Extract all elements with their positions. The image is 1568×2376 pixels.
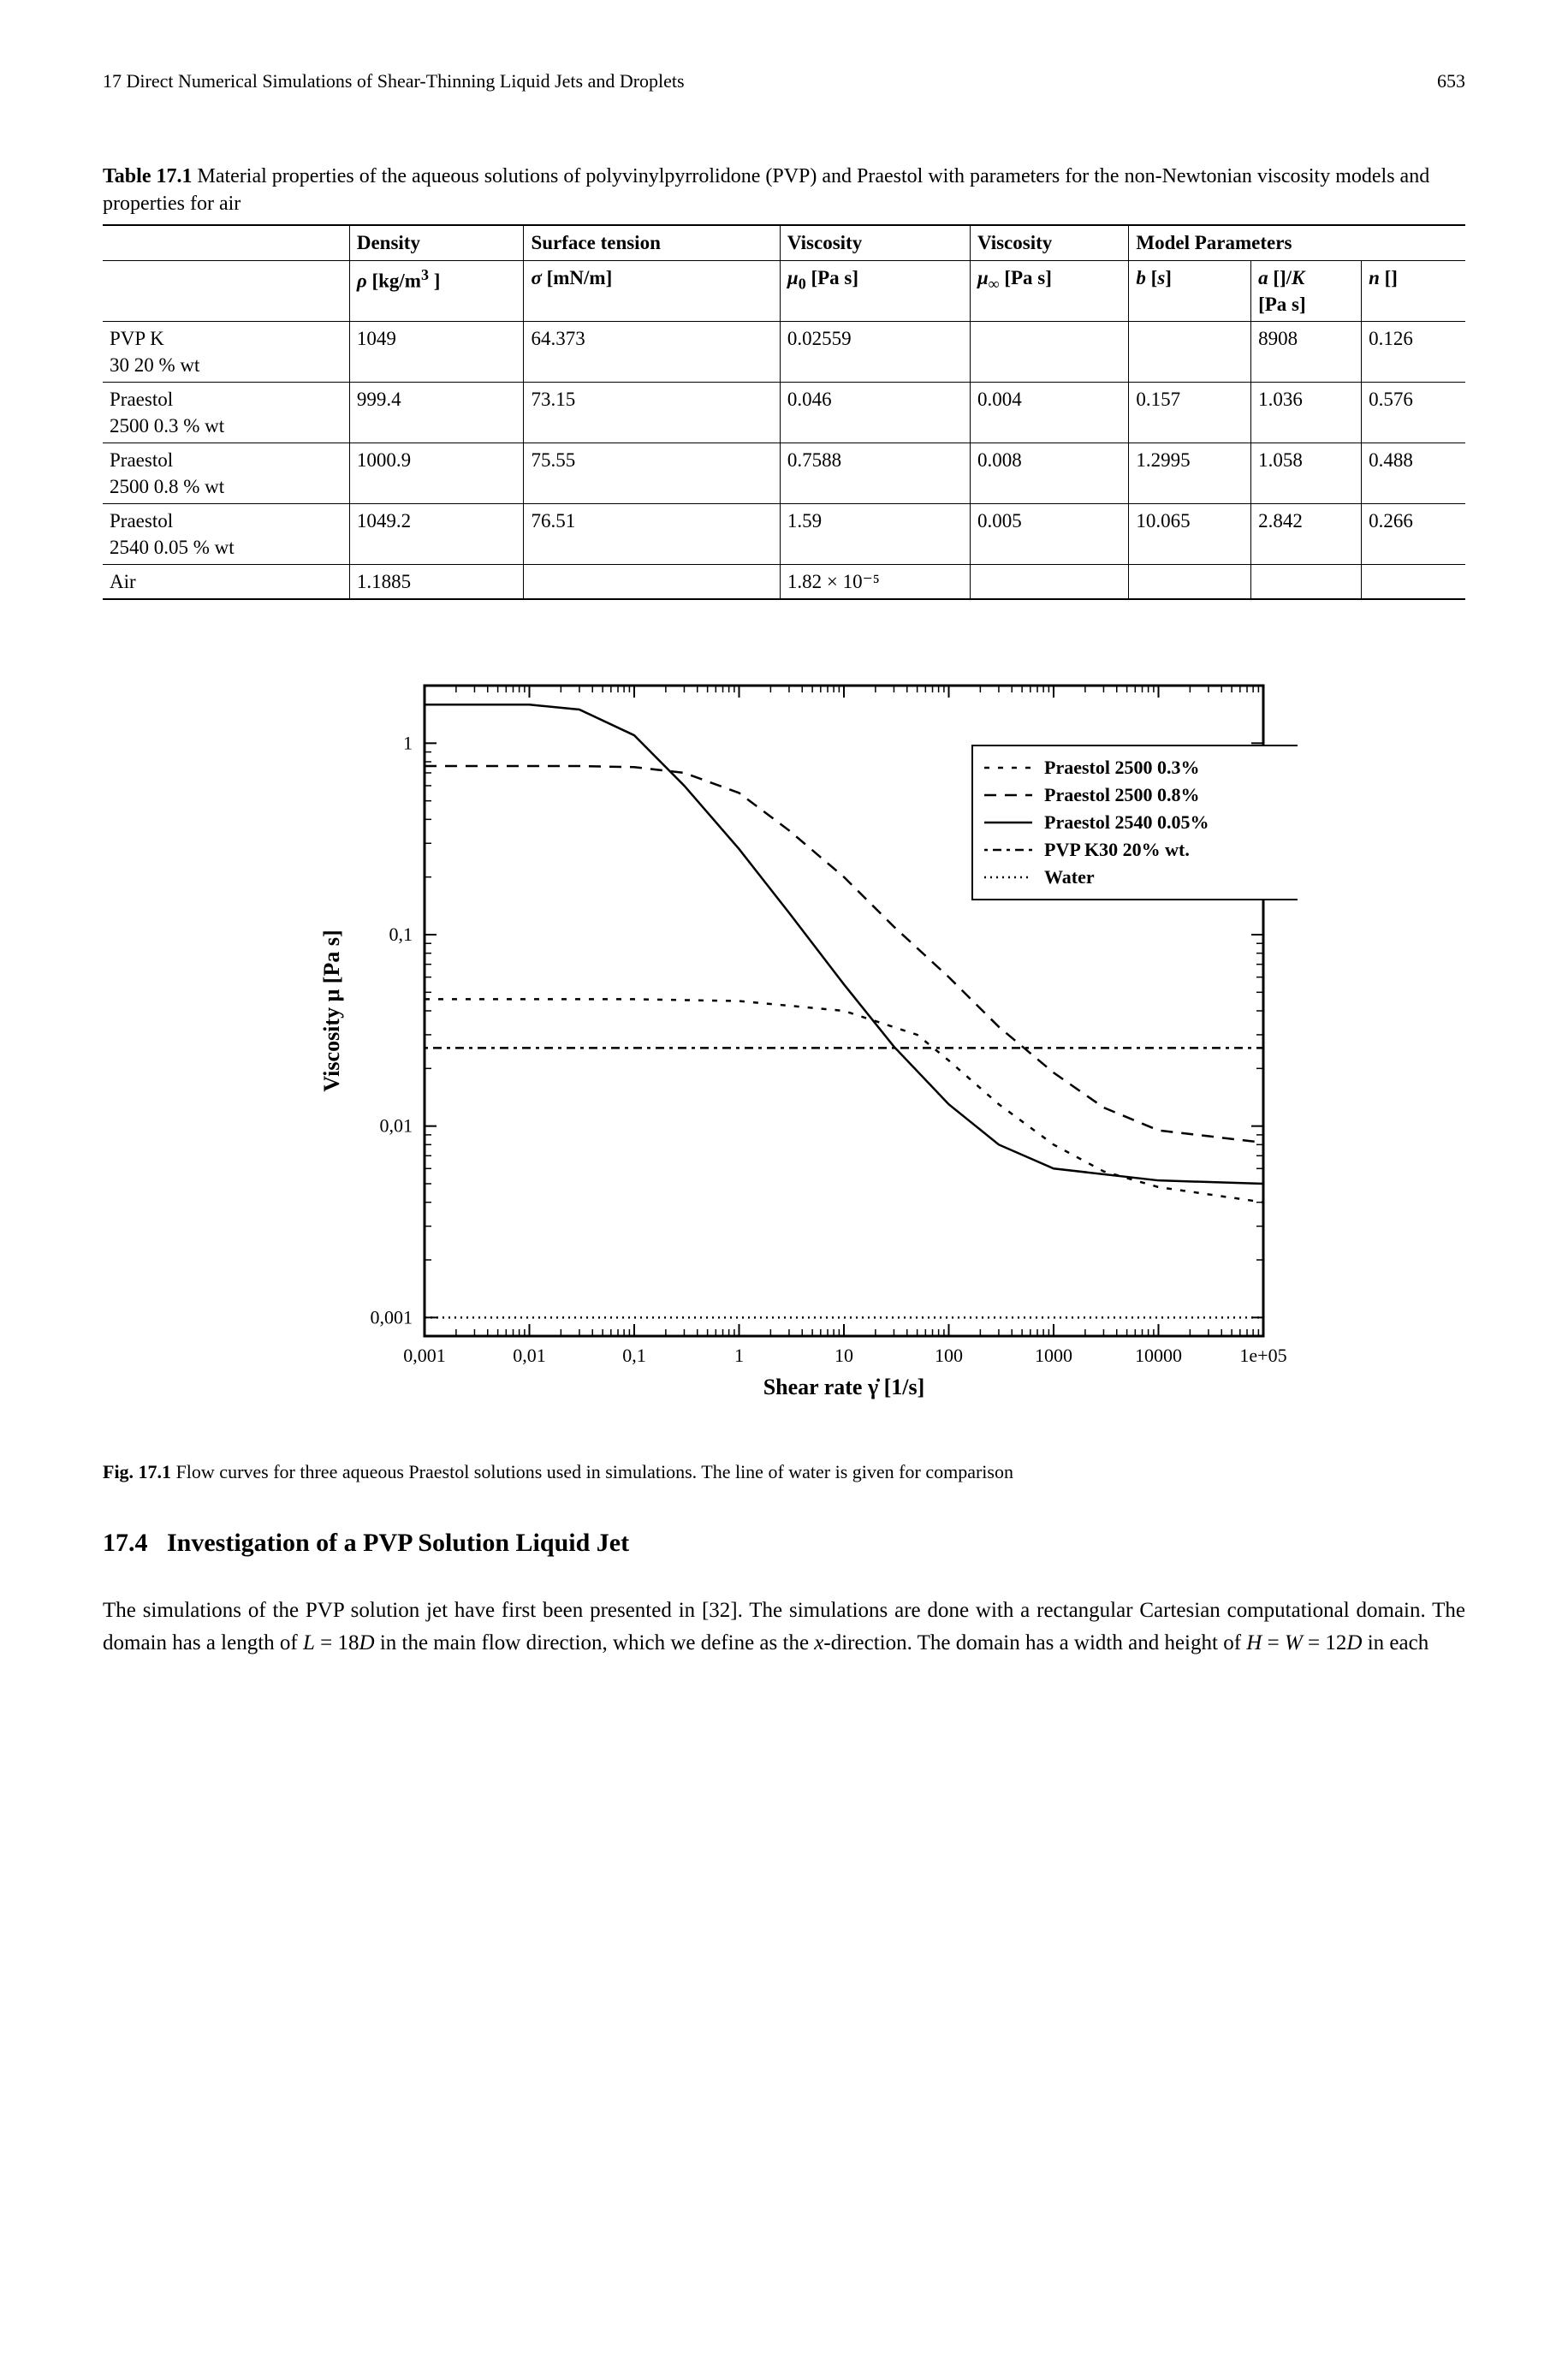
figure-caption-text: Flow curves for three aqueous Praestol s… [171, 1461, 1013, 1482]
table-cell: 0.004 [970, 382, 1128, 443]
table-cell: 1049.2 [349, 503, 524, 564]
table-cell: 0.008 [970, 443, 1128, 503]
table-cell: 0.157 [1129, 382, 1251, 443]
table-header-cell: Viscosity [970, 225, 1128, 260]
flow-curves-figure: 0,001 0,01 0,1 1 10 100 1000 10000 1e+05 0,001 0,0… [103, 651, 1465, 1439]
table-row: PVP K30 20 % wt104964.3730.02559 89080.12… [103, 321, 1465, 382]
table-header-cell: b [s] [1129, 260, 1251, 321]
svg-text:0,001: 0,001 [371, 1306, 413, 1328]
svg-text:Viscosity μ [Pa s]: Viscosity μ [Pa s] [319, 930, 344, 1091]
running-head: 17 Direct Numerical Simulations of Shear… [103, 68, 1465, 94]
table-header-cell: Model Parameters [1129, 225, 1465, 260]
table-row: Praestol2500 0.8 % wt1000.975.550.75880.… [103, 443, 1465, 503]
svg-text:0,01: 0,01 [380, 1115, 413, 1137]
table-header-cell: Density [349, 225, 524, 260]
svg-text:100: 100 [935, 1345, 963, 1366]
running-head-right: 653 [1437, 68, 1465, 94]
table-header-cell: n [] [1362, 260, 1465, 321]
table-cell: 1.036 [1251, 382, 1362, 443]
table-cell: 75.55 [524, 443, 780, 503]
table-caption-label: Table 17.1 [103, 165, 192, 187]
table-cell: 0.02559 [780, 321, 970, 382]
svg-text:PVP K30 20% wt.: PVP K30 20% wt. [1044, 839, 1190, 860]
figure-caption-label: Fig. 17.1 [103, 1461, 171, 1482]
table-cell: 64.373 [524, 321, 780, 382]
table-header-cell: a []/K[Pa s] [1251, 260, 1362, 321]
svg-text:0,01: 0,01 [513, 1345, 546, 1366]
svg-text:Praestol 2500 0.3%: Praestol 2500 0.3% [1044, 757, 1199, 778]
table-row: Air1.1885 1.82 × 10⁻⁵ [103, 564, 1465, 599]
table-cell [1129, 321, 1251, 382]
figure-caption: Fig. 17.1 Flow curves for three aqueous … [103, 1459, 1465, 1485]
table-cell [970, 321, 1128, 382]
svg-text:10: 10 [834, 1345, 853, 1366]
table-cell: 10.065 [1129, 503, 1251, 564]
table-cell: 1.2995 [1129, 443, 1251, 503]
svg-text:Water: Water [1044, 866, 1095, 888]
section-title: Investigation of a PVP Solution Liquid J… [167, 1529, 629, 1557]
svg-text:1000: 1000 [1035, 1345, 1072, 1366]
svg-text:1: 1 [403, 732, 413, 753]
table-cell [1129, 564, 1251, 599]
running-head-left: 17 Direct Numerical Simulations of Shear… [103, 68, 685, 94]
svg-text:1: 1 [734, 1345, 744, 1366]
material-properties-table: Density Surface tension Viscosity Viscos… [103, 224, 1465, 600]
table-cell: 1000.9 [349, 443, 524, 503]
table-cell: 1049 [349, 321, 524, 382]
svg-text:0,1: 0,1 [622, 1345, 646, 1366]
table-cell: 0.266 [1362, 503, 1465, 564]
table-cell: Air [103, 564, 349, 599]
table-caption-text: Material properties of the aqueous solut… [103, 165, 1429, 215]
svg-text:Shear rate γ̇ [1/s]: Shear rate γ̇ [1/s] [763, 1375, 925, 1399]
table-cell: 1.1885 [349, 564, 524, 599]
table-cell: 1.058 [1251, 443, 1362, 503]
table-cell: 0.488 [1362, 443, 1465, 503]
section-heading: 17.4 Investigation of a PVP Solution Liq… [103, 1526, 1465, 1561]
table-row: Praestol2540 0.05 % wt1049.276.511.590.0… [103, 503, 1465, 564]
table-cell: 2.842 [1251, 503, 1362, 564]
table-header-cell: μ0 [Pa s] [780, 260, 970, 321]
table-cell: 0.126 [1362, 321, 1465, 382]
table-header-cell: μ∞ [Pa s] [970, 260, 1128, 321]
table-header-row-1: Density Surface tension Viscosity Viscos… [103, 225, 1465, 260]
body-paragraph: The simulations of the PVP solution jet … [103, 1595, 1465, 1659]
table-cell: PVP K30 20 % wt [103, 321, 349, 382]
table-cell: 0.046 [780, 382, 970, 443]
table-cell [524, 564, 780, 599]
table-cell: 8908 [1251, 321, 1362, 382]
table-cell: 1.82 × 10⁻⁵ [780, 564, 970, 599]
table-header-cell: Surface tension [524, 225, 780, 260]
table-cell: 1.59 [780, 503, 970, 564]
table-header-row-2: ρ [kg/m3 ] σ [mN/m] μ0 [Pa s] μ∞ [Pa s] … [103, 260, 1465, 321]
table-cell: Praestol2500 0.3 % wt [103, 382, 349, 443]
svg-text:Praestol 2500 0.8%: Praestol 2500 0.8% [1044, 784, 1199, 805]
table-cell: 76.51 [524, 503, 780, 564]
svg-text:1e+05: 1e+05 [1239, 1345, 1286, 1366]
table-cell: 73.15 [524, 382, 780, 443]
svg-text:10000: 10000 [1135, 1345, 1182, 1366]
table-cell [1362, 564, 1465, 599]
table-header-cell: ρ [kg/m3 ] [349, 260, 524, 321]
flow-curves-chart: 0,001 0,01 0,1 1 10 100 1000 10000 1e+05 0,001 0,0… [270, 651, 1298, 1439]
table-cell: Praestol2500 0.8 % wt [103, 443, 349, 503]
section-number: 17.4 [103, 1529, 148, 1557]
svg-text:0,1: 0,1 [389, 924, 413, 945]
table-header-cell [103, 260, 349, 321]
table-cell: 0.005 [970, 503, 1128, 564]
svg-text:Praestol 2540 0.05%: Praestol 2540 0.05% [1044, 811, 1209, 833]
table-caption: Table 17.1 Material properties of the aq… [103, 163, 1465, 218]
table-cell: 999.4 [349, 382, 524, 443]
table-row: Praestol2500 0.3 % wt999.473.150.0460.00… [103, 382, 1465, 443]
table-cell [970, 564, 1128, 599]
svg-text:0,001: 0,001 [403, 1345, 446, 1366]
table-header-cell: σ [mN/m] [524, 260, 780, 321]
table-cell: 0.7588 [780, 443, 970, 503]
table-header-cell: Viscosity [780, 225, 970, 260]
table-cell [1251, 564, 1362, 599]
table-cell: Praestol2540 0.05 % wt [103, 503, 349, 564]
table-cell: 0.576 [1362, 382, 1465, 443]
table-header-cell [103, 225, 349, 260]
